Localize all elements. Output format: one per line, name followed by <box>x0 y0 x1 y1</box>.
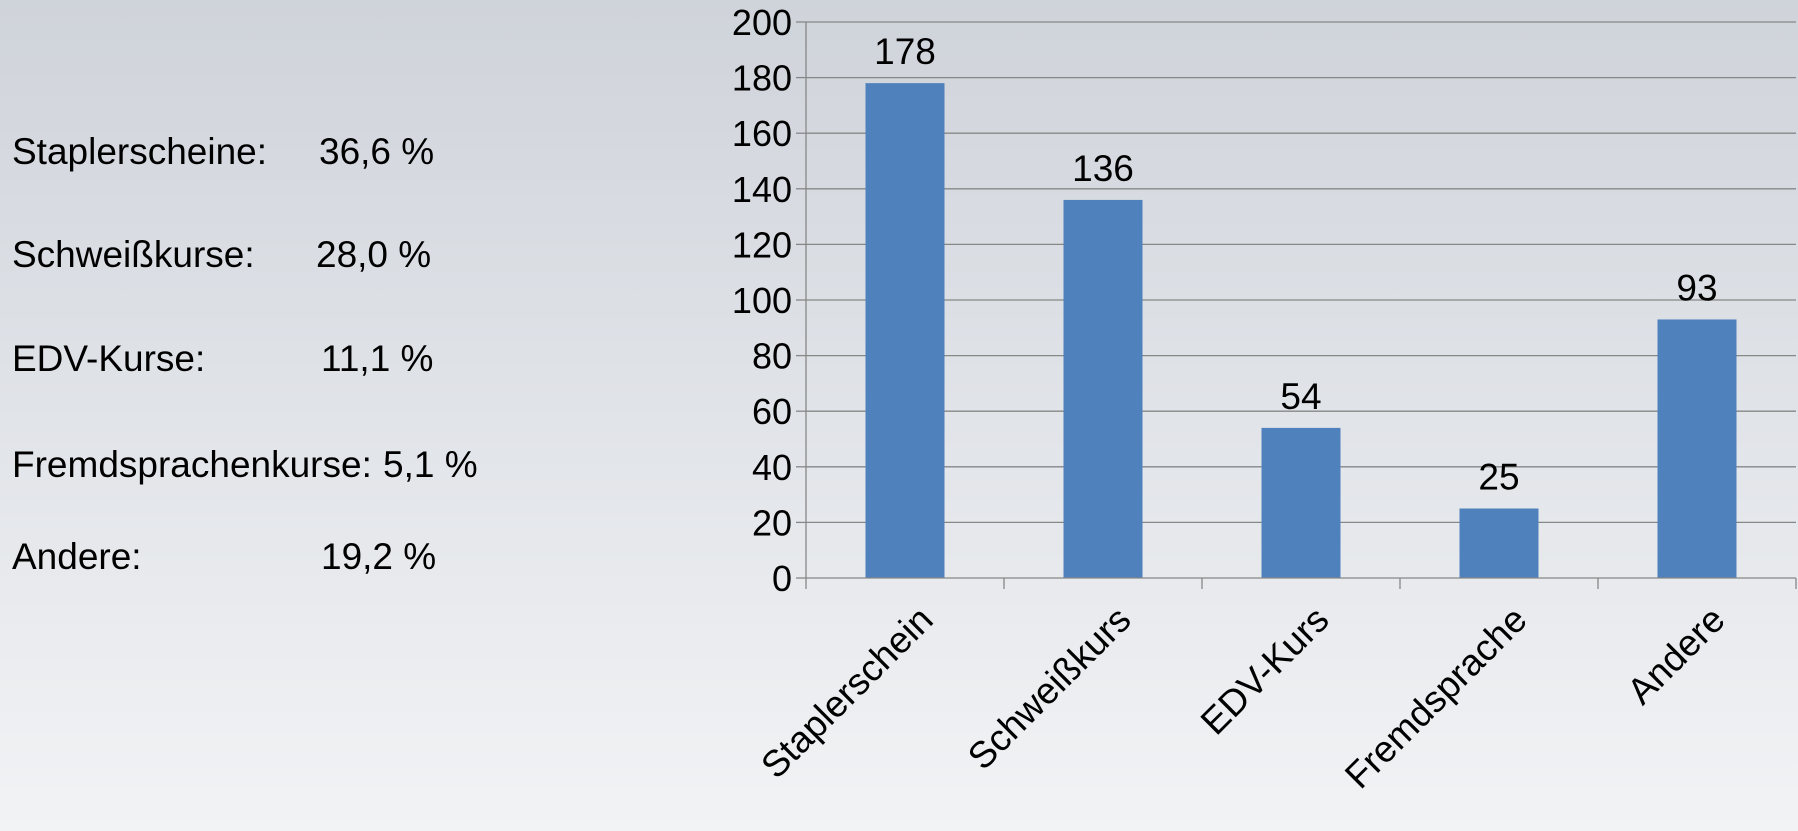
x-tick-label: Staplerschein <box>753 599 941 787</box>
y-tick-label: 40 <box>752 447 792 488</box>
bars <box>865 83 1737 579</box>
y-tick-label: 180 <box>732 58 792 99</box>
x-tick-label: Andere <box>1619 599 1732 712</box>
y-tick-label: 200 <box>732 2 792 43</box>
summary-label: EDV-Kurse: <box>12 338 206 379</box>
data-label: 178 <box>874 31 936 72</box>
y-tick-label: 140 <box>732 169 792 210</box>
x-tick-label: Fremdsprache <box>1337 599 1535 797</box>
x-tick-label: Schweißkurs <box>960 599 1139 778</box>
percentage-summary: Staplerscheine: 36,6 % Schweißkurse: 28,… <box>12 0 612 831</box>
bar-andere <box>1657 319 1737 578</box>
data-label: 54 <box>1280 376 1321 417</box>
summary-value: 28,0 % <box>316 234 432 275</box>
y-tick-label: 120 <box>732 224 792 265</box>
bar-schweißkurs <box>1063 199 1143 579</box>
summary-label: Schweißkurse: <box>12 234 255 275</box>
y-tick-label: 80 <box>752 336 792 377</box>
summary-label: Fremdsprachenkurse: <box>12 444 372 485</box>
x-tick-label: EDV-Kurs <box>1193 599 1337 743</box>
summary-value: 36,6 % <box>319 131 435 172</box>
axes <box>796 21 1797 589</box>
data-label: 93 <box>1676 267 1717 308</box>
summary-label: Staplerscheine: <box>12 131 268 172</box>
bar-fremdsprache <box>1459 508 1539 578</box>
y-tick-label: 160 <box>732 113 792 154</box>
summary-value: 19,2 % <box>321 536 437 577</box>
data-label: 25 <box>1478 457 1519 498</box>
bar-staplerschein <box>865 83 945 578</box>
bar-edv-kurs <box>1261 427 1341 578</box>
y-tick-label: 60 <box>752 391 792 432</box>
y-tick-label: 20 <box>752 502 792 543</box>
y-tick-label: 0 <box>772 558 792 599</box>
data-label: 136 <box>1072 148 1134 189</box>
y-tick-label: 100 <box>732 280 792 321</box>
summary-value: 11,1 % <box>321 338 434 379</box>
summary-value: 5,1 % <box>383 444 478 485</box>
summary-label: Andere: <box>12 536 142 577</box>
